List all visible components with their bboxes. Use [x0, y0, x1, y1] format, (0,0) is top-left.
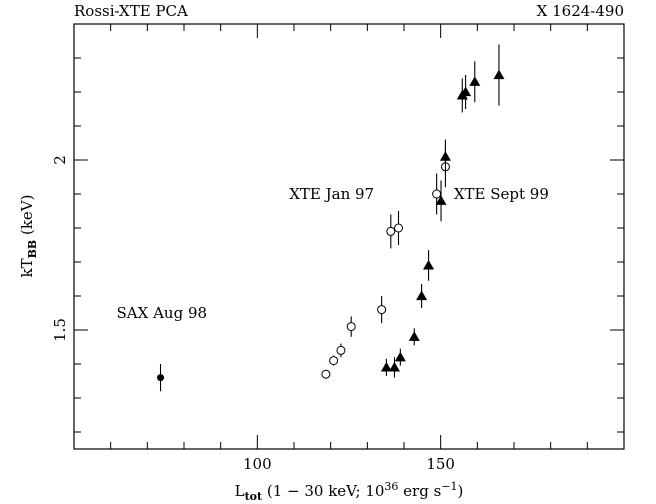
series-annotation: XTE Jan 97: [289, 185, 374, 203]
x-axis-label: Ltot (1 − 30 keV; 1036 erg s−1): [235, 480, 464, 503]
filled-triangle-marker: [493, 69, 505, 80]
data-point: [416, 284, 428, 308]
filled-triangle-marker: [439, 151, 451, 161]
filled-triangle-marker: [460, 86, 472, 97]
open-circle-marker: [377, 305, 387, 315]
x-tick-label: 150: [426, 455, 455, 473]
plot-frame: [73, 23, 625, 450]
data-point: [346, 316, 356, 337]
data-point: [380, 358, 392, 376]
data-point: [394, 348, 406, 366]
series-annotations: SAX Aug 98 XTE Jan 97 XTE Sept 99: [117, 185, 549, 322]
data-point: [386, 214, 396, 249]
axis-ticks: [73, 23, 625, 449]
open-circle-marker: [321, 369, 331, 379]
data-point: [435, 180, 447, 222]
filled-triangle-marker: [469, 76, 481, 86]
y-tick-label: 2: [51, 155, 69, 165]
open-circle-marker: [394, 223, 403, 233]
data-point: [423, 250, 435, 281]
data-point: [394, 211, 403, 245]
filled-triangle-marker: [388, 361, 400, 372]
open-circle-marker: [346, 322, 356, 332]
data-point: [432, 173, 442, 215]
filled-triangle-marker: [394, 351, 406, 362]
chart-title-left: Rossi-XTE PCA: [74, 2, 188, 20]
data-points: [157, 44, 505, 392]
data-point: [336, 343, 346, 358]
data-point: [493, 44, 505, 106]
open-circle-marker: [336, 345, 346, 355]
filled-triangle-marker: [416, 290, 428, 301]
axis-tick-labels: 100 150 1.5 2: [51, 155, 455, 473]
data-point: [388, 357, 400, 378]
y-axis-label: kTBB (keV): [18, 195, 39, 278]
open-circle-marker: [329, 356, 339, 366]
data-point: [408, 328, 420, 346]
x-tick-label: 100: [243, 455, 272, 473]
filled-triangle-marker: [380, 361, 392, 372]
filled-triangle-marker: [423, 259, 435, 270]
data-point: [439, 139, 451, 174]
data-point: [460, 75, 472, 109]
data-point: [469, 61, 481, 103]
data-point: [377, 296, 387, 324]
data-point: [157, 364, 165, 392]
chart-title-right: X 1624-490: [537, 2, 624, 20]
series-annotation: SAX Aug 98: [117, 304, 208, 322]
open-circle-marker: [432, 189, 442, 199]
series-annotation: XTE Sept 99: [454, 185, 549, 203]
filled-triangle-marker: [408, 331, 420, 341]
open-circle-marker: [386, 226, 396, 236]
filled-triangle-marker: [435, 195, 447, 205]
filled-circle-marker: [157, 374, 165, 382]
data-point: [321, 369, 331, 379]
data-point: [329, 355, 339, 366]
y-tick-label: 1.5: [51, 318, 69, 342]
